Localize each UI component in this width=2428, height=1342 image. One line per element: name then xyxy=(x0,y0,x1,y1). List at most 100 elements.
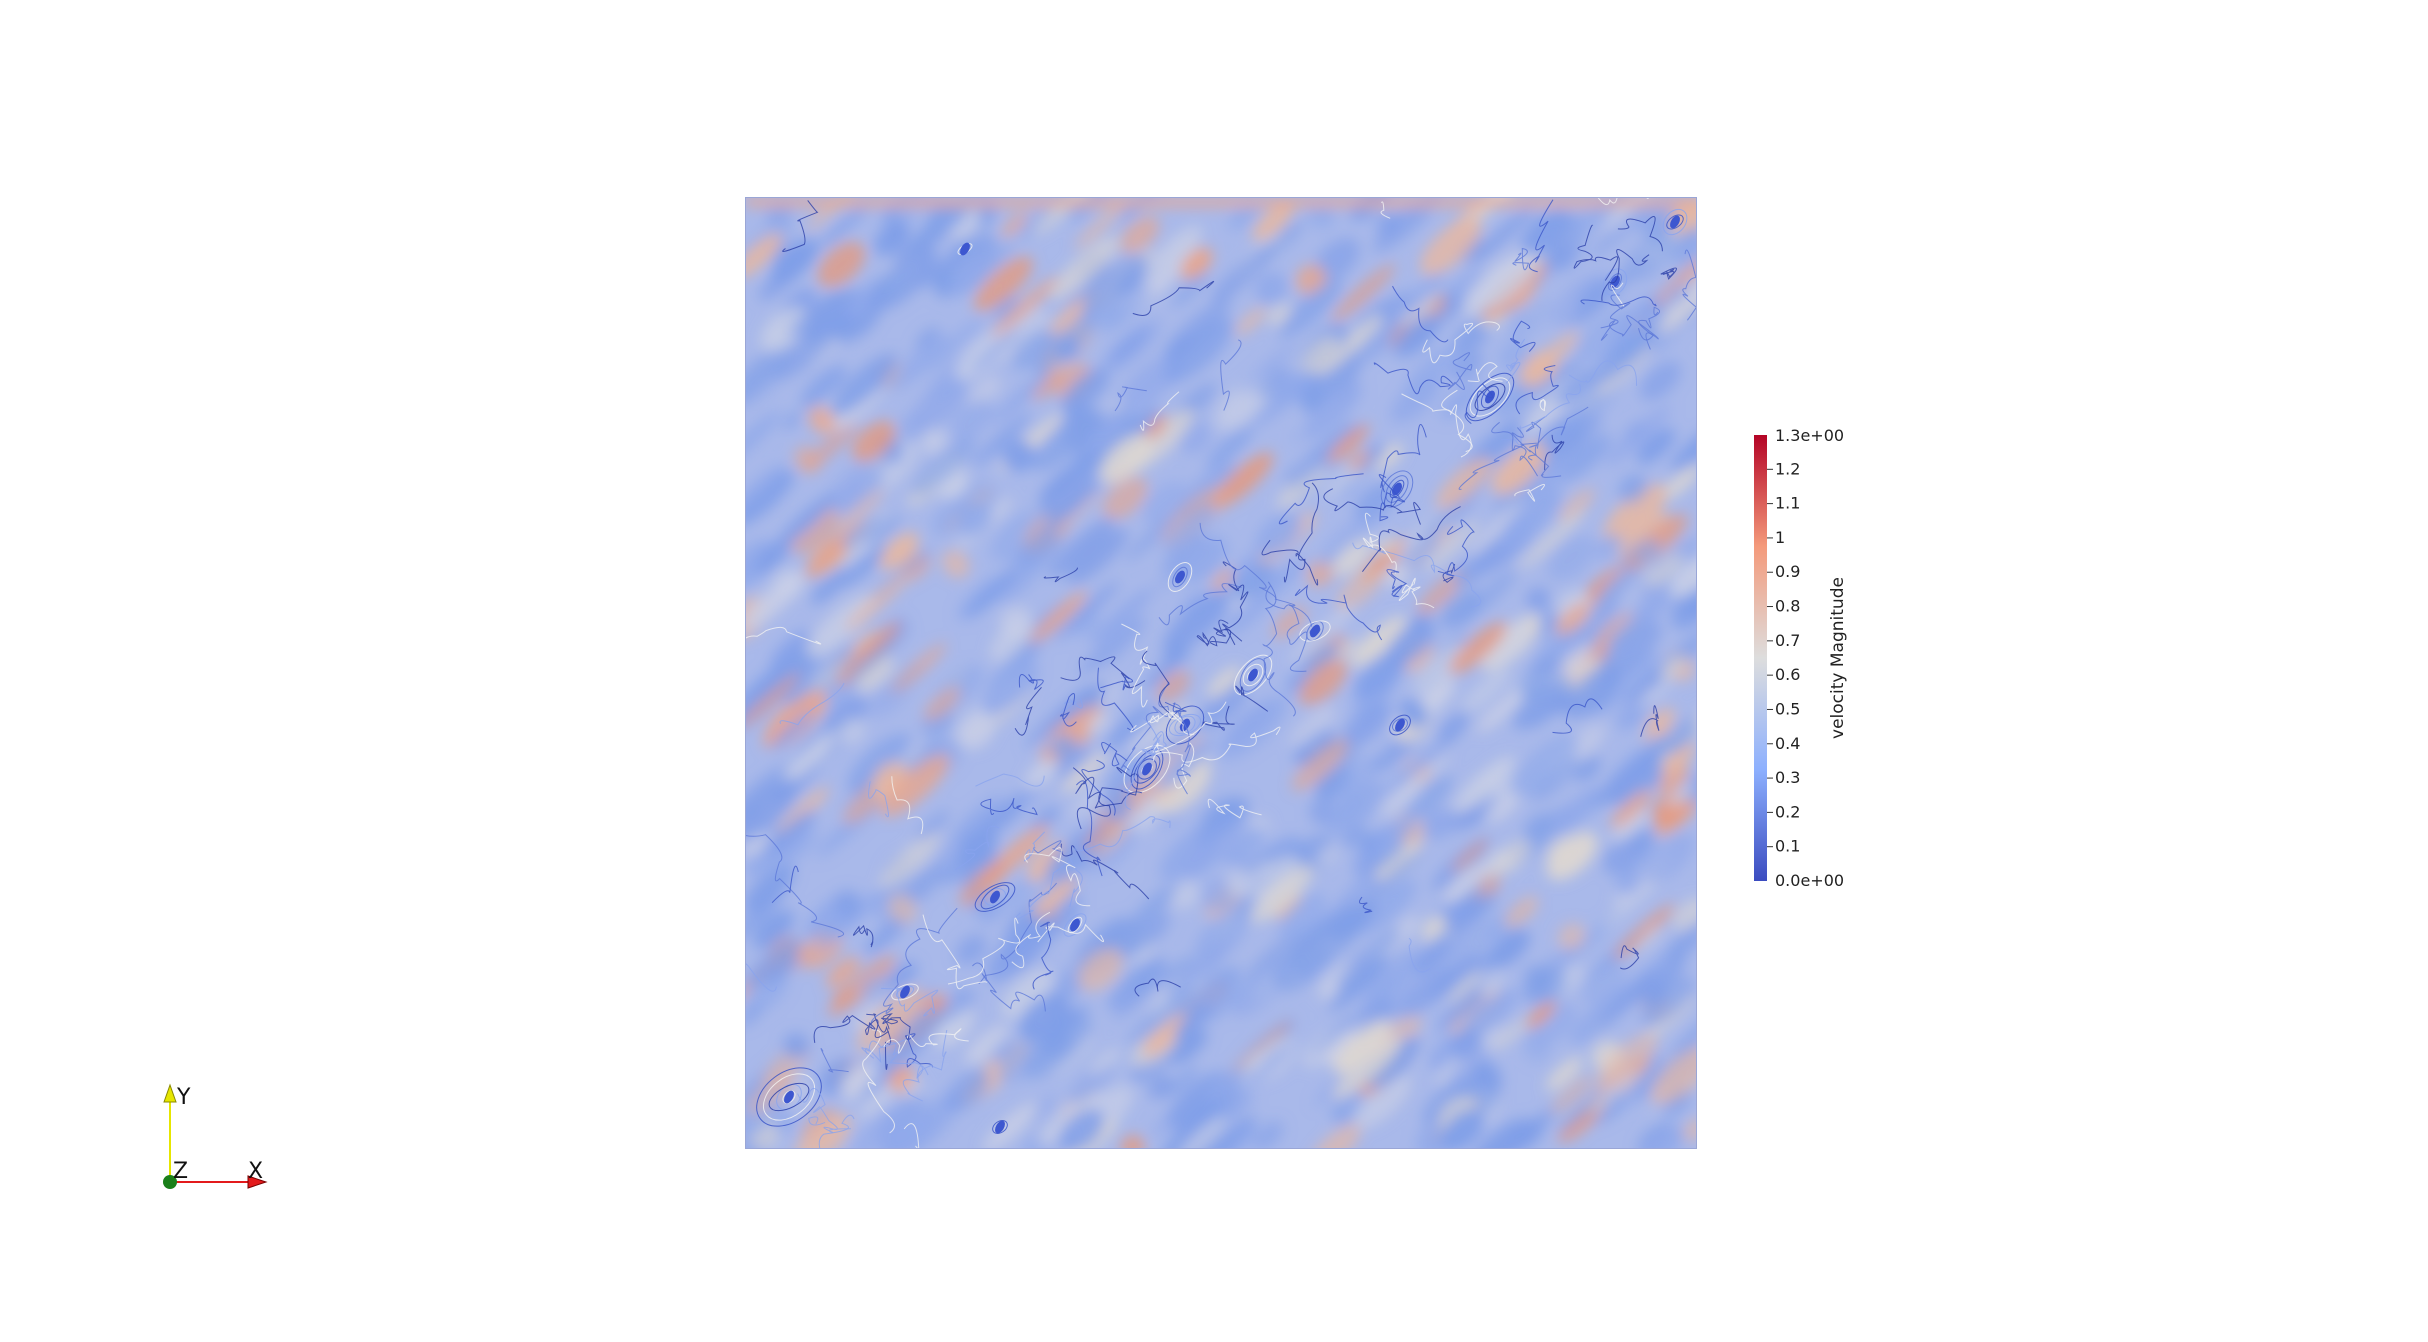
field-patch xyxy=(1331,263,1396,323)
field-patch xyxy=(844,570,913,632)
streamline xyxy=(813,1014,889,1043)
field-patch xyxy=(1492,1018,1528,1051)
streamline xyxy=(1442,563,1456,583)
streamline xyxy=(1568,360,1638,386)
field-patch xyxy=(1668,920,1697,960)
field-patch xyxy=(1001,212,1028,238)
streamline xyxy=(1528,199,1554,273)
field-patch xyxy=(1218,695,1289,761)
field-patch xyxy=(1169,1028,1208,1064)
field-patch xyxy=(1470,1118,1531,1149)
field-patch xyxy=(1546,831,1598,881)
field-patch xyxy=(1318,511,1380,567)
field-patch xyxy=(1548,242,1578,272)
field-patch xyxy=(1641,977,1695,1027)
colorbar-min-label: 0.0e+00 xyxy=(1775,871,1844,890)
field-patch xyxy=(951,399,995,441)
field-patch xyxy=(1660,655,1686,680)
field-patch xyxy=(1356,879,1417,935)
streamline xyxy=(1619,945,1640,970)
streamline xyxy=(1638,306,1660,341)
colorbar-legend[interactable]: 1.2 1.1 1 0.9 0.8 0.7 0.6 0.5 0.4 0.3 0.2 0.1 1.3e+… xyxy=(1745,425,1905,895)
streamline xyxy=(1640,705,1660,737)
field-patch xyxy=(817,241,866,288)
field-patch xyxy=(1142,651,1185,690)
field-patch xyxy=(1030,369,1064,400)
field-patch xyxy=(1452,756,1516,814)
field-patch xyxy=(1641,832,1696,883)
streamline xyxy=(1573,224,1618,281)
field-patch xyxy=(770,238,819,283)
field-patch xyxy=(1338,754,1383,796)
colorbar-tick-label: 0.6 xyxy=(1775,665,1800,684)
velocity-field-slice[interactable] xyxy=(745,197,1697,1149)
streamline xyxy=(1235,685,1269,712)
field-patches xyxy=(745,197,1697,1149)
field-patch xyxy=(1080,616,1147,677)
field-patch xyxy=(1364,810,1421,862)
field-patch xyxy=(1029,591,1088,644)
field-patch xyxy=(1446,970,1483,1003)
streamline xyxy=(1130,709,1195,735)
streamline xyxy=(1011,911,1051,969)
streamline xyxy=(980,797,1038,816)
colorbar-tick-label: 0.3 xyxy=(1775,768,1800,787)
field-patch xyxy=(745,343,792,406)
field-patch xyxy=(1222,827,1265,866)
streamline xyxy=(1121,623,1151,708)
orientation-axes[interactable]: Y Z X xyxy=(140,1075,290,1205)
field-patch xyxy=(773,318,841,380)
field-patch xyxy=(955,934,987,965)
streamline xyxy=(1120,681,1170,771)
field-patch xyxy=(804,646,856,694)
vortex-streamline xyxy=(782,1090,796,1104)
colorbar-ticks: 1.2 1.1 1 0.9 0.8 0.7 0.6 0.5 0.4 0.3 0.2 0.1 xyxy=(1767,459,1800,856)
streamline xyxy=(1037,922,1104,943)
field-patch xyxy=(973,256,1033,312)
field-patch xyxy=(856,656,894,691)
streamline xyxy=(1278,473,1364,525)
field-patch xyxy=(1163,317,1235,383)
vortex-streamline xyxy=(762,1073,816,1121)
streamline xyxy=(880,1013,911,1041)
vortex-core xyxy=(960,242,970,256)
field-patch xyxy=(1171,882,1200,910)
streamline xyxy=(1262,581,1296,717)
field-patch xyxy=(745,673,800,730)
streamline xyxy=(1220,339,1242,411)
field-patch xyxy=(1090,1047,1120,1076)
streamline xyxy=(1032,921,1054,990)
field-patch xyxy=(1146,755,1213,816)
field-patch xyxy=(1148,1075,1174,1100)
streamline xyxy=(1323,488,1422,525)
field-patch xyxy=(1227,199,1261,231)
field-patch xyxy=(1604,406,1671,466)
streamline xyxy=(1141,650,1170,714)
streamline xyxy=(1408,937,1431,973)
field-patch xyxy=(982,1102,1038,1149)
field-patch xyxy=(1438,916,1503,976)
vortex-streamline xyxy=(1063,913,1087,937)
streamline xyxy=(1294,584,1383,641)
streamline xyxy=(1213,619,1236,646)
field-patch xyxy=(881,754,950,817)
field-patch xyxy=(1580,960,1627,1005)
streamline xyxy=(972,962,1046,1012)
field-border xyxy=(745,197,1697,1149)
field-patch xyxy=(1380,291,1412,321)
field-patch xyxy=(1491,839,1531,877)
streamline xyxy=(1352,542,1482,608)
colorbar-tick-label: 0.2 xyxy=(1775,802,1800,821)
field-patch xyxy=(1183,813,1251,875)
field-patch xyxy=(1054,581,1120,640)
streamline xyxy=(745,834,844,938)
colorbar-tick-label: 0.5 xyxy=(1775,699,1800,718)
streamline xyxy=(1514,483,1545,502)
vortex-streamline xyxy=(776,1083,802,1111)
field-patch xyxy=(878,1006,948,1070)
field-patch xyxy=(1460,668,1511,714)
field-patch xyxy=(1530,1002,1578,1048)
streamline xyxy=(1510,320,1536,352)
streamline xyxy=(975,773,1045,787)
